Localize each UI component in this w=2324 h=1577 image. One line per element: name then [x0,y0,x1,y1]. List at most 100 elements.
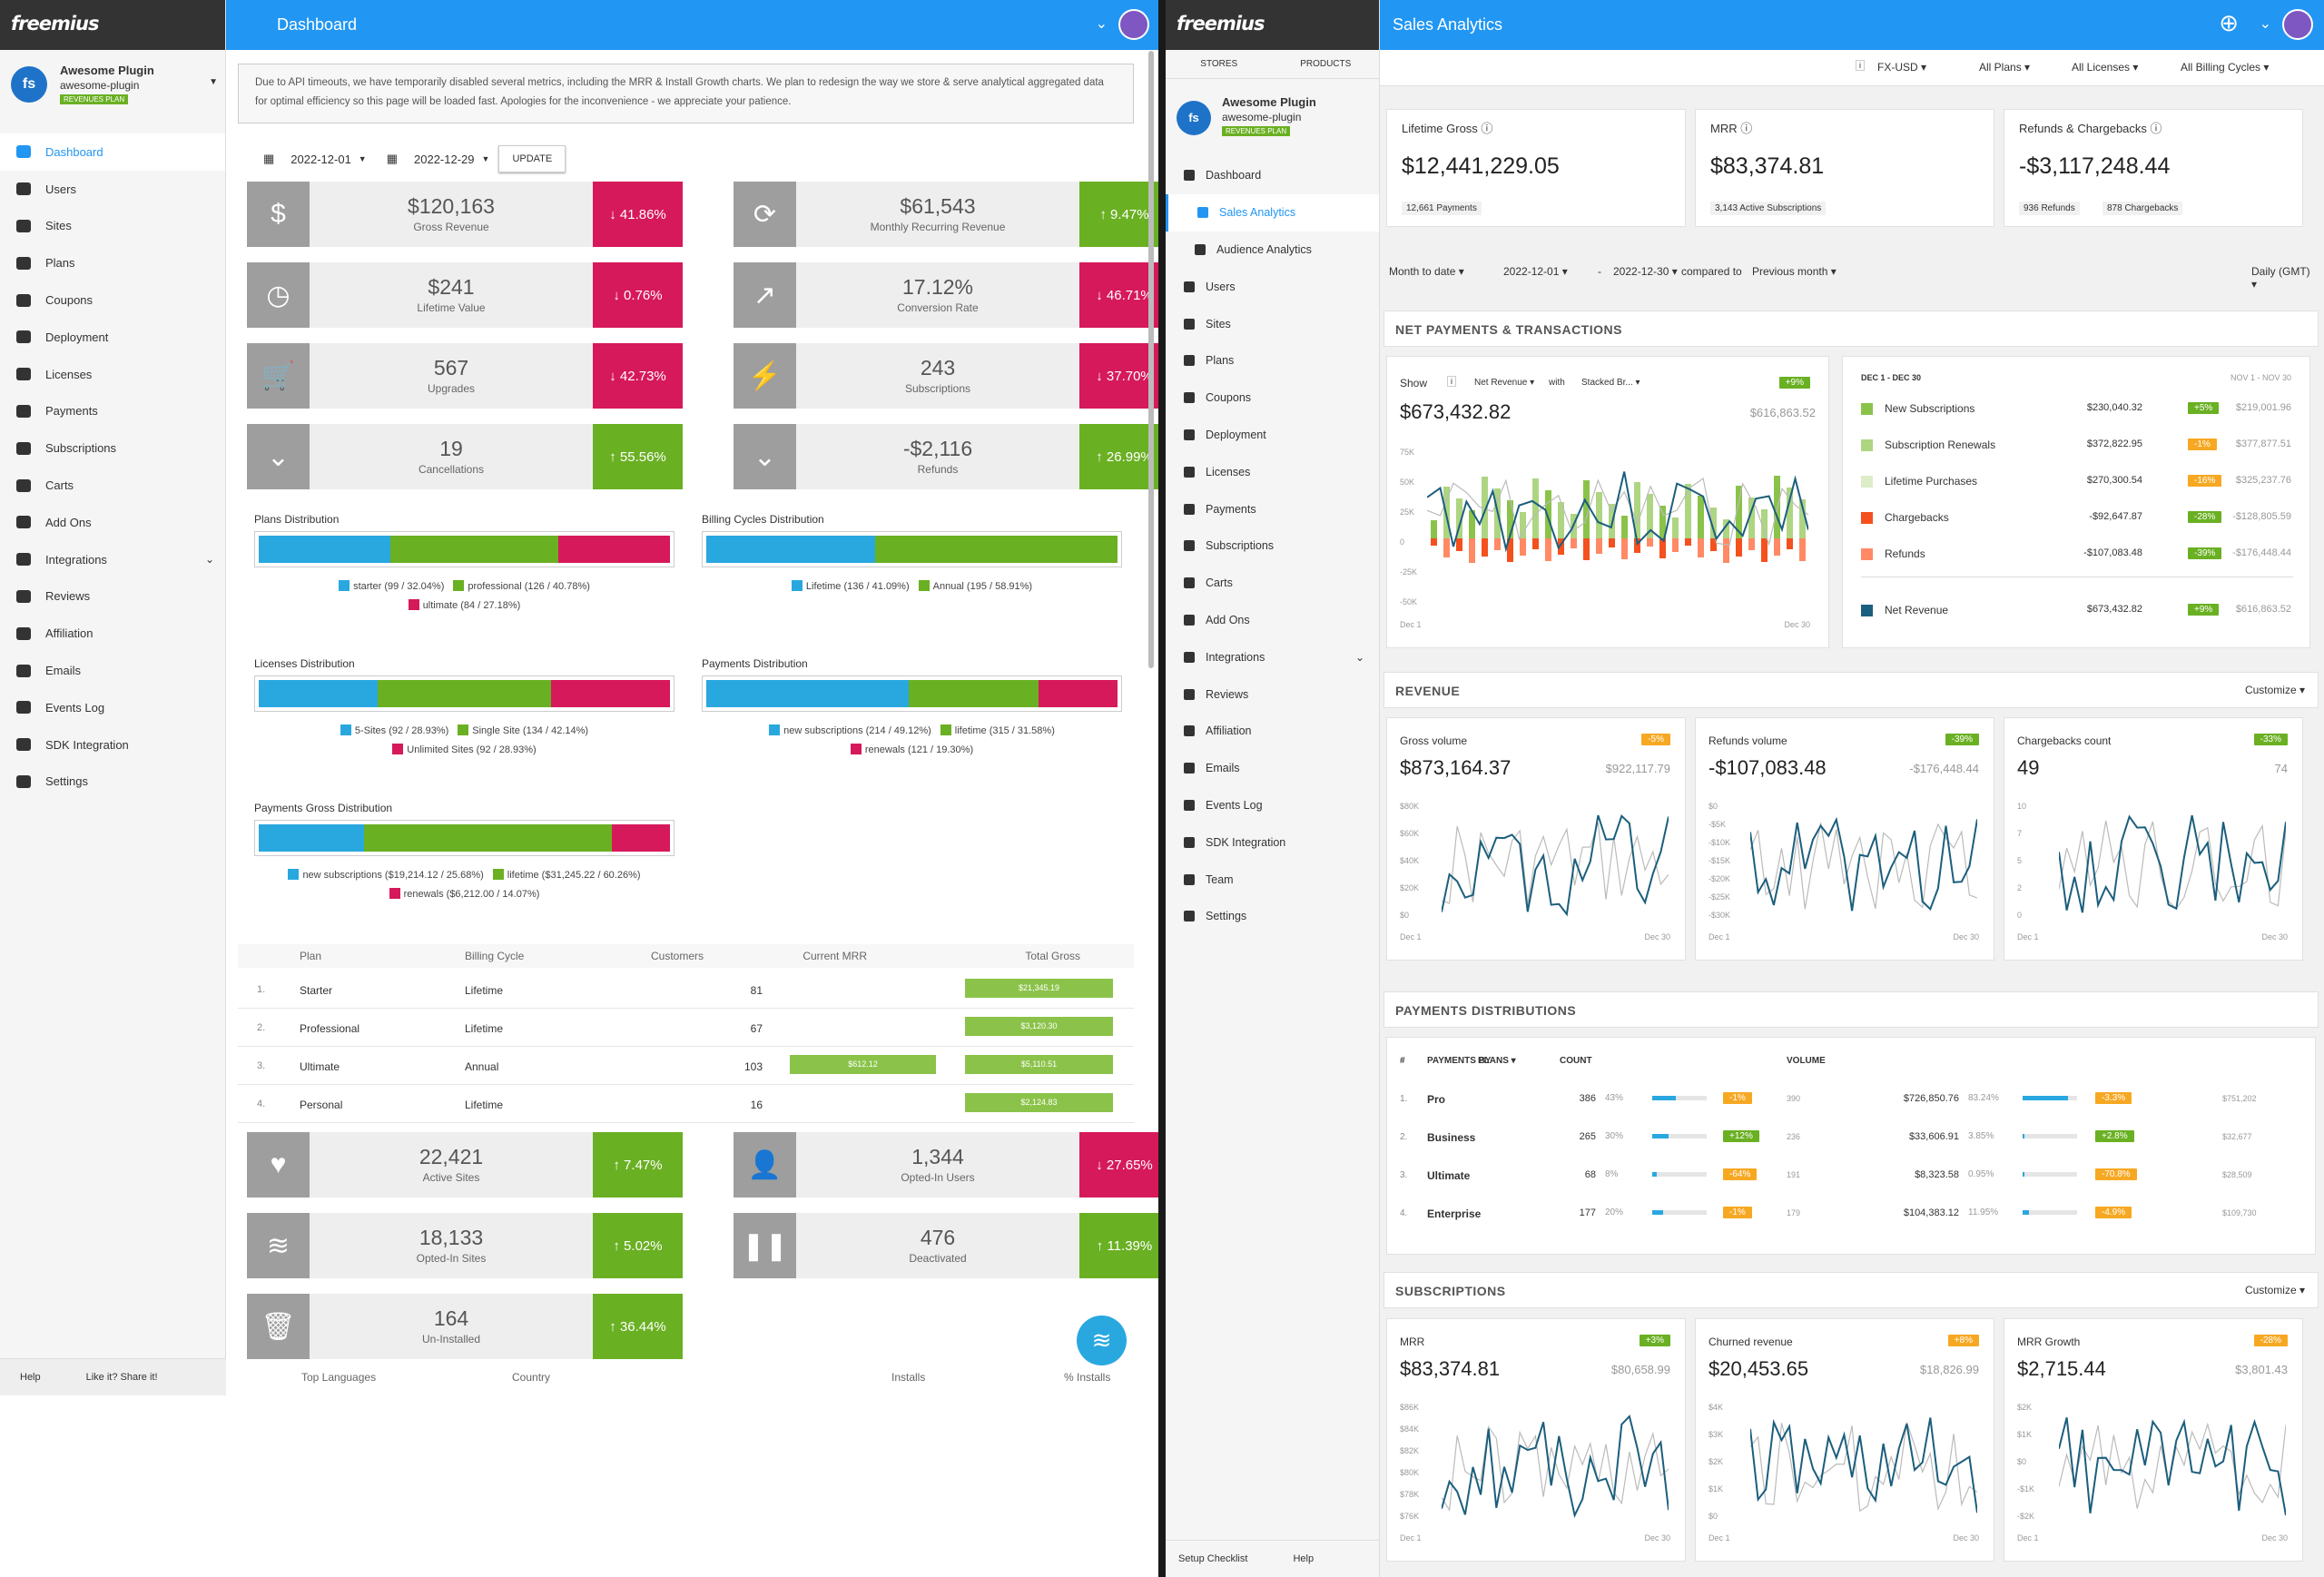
share-link[interactable]: Like it? Share it! [85,1372,158,1383]
column-header[interactable]: Country [512,1371,551,1384]
sidebar-item-payments[interactable]: Payments [0,393,225,430]
filter-fx-usd[interactable]: FX-USD ▾ [1877,61,1927,74]
sidebar-item-coupons[interactable]: Coupons [1166,379,1379,417]
sidebar-item-carts[interactable]: Carts [1166,565,1379,602]
customize-dropdown[interactable]: Customize ▾ [2244,684,2305,696]
range-dropdown[interactable]: Month to date ▾ [1389,265,1464,278]
products-dropdown[interactable]: PRODUCTS [1300,59,1352,69]
sidebar-item-add-ons[interactable]: Add Ons [0,504,225,541]
sidebar-item-carts[interactable]: Carts [0,467,225,504]
column-header[interactable]: Billing Cycle [465,950,525,962]
info-icon[interactable]: i [1447,376,1456,387]
filter-all-plans[interactable]: All Plans ▾ [1979,61,2031,74]
range-dropdown[interactable]: 2022-12-01 ▾ [1503,265,1568,278]
sidebar-item-audience-analytics[interactable]: Audience Analytics [1166,232,1379,269]
chevron-down-icon[interactable]: ⌄ [1354,650,1364,664]
x-tick-label: Dec 30 [2261,1533,2288,1543]
sidebar-item-coupons[interactable]: Coupons [0,281,225,319]
sidebar-item-emails[interactable]: Emails [0,652,225,689]
column-header[interactable]: Customers [650,950,704,962]
filter-all-billing-cycles[interactable]: All Billing Cycles ▾ [2181,61,2270,74]
column-header[interactable]: Plan [300,950,322,962]
update-button[interactable]: UPDATE [498,145,566,172]
sidebar-footer: Help Like it? Share it! [0,1358,226,1395]
sidebar-item-payments[interactable]: Payments [1166,490,1379,527]
chevron-down-icon[interactable]: ⌄ [204,553,214,567]
column-header[interactable]: PLANS ▾ [1478,1056,1516,1066]
kpi-label: Conversion Rate [897,301,979,314]
sidebar-item-sdk-integration[interactable]: SDK Integration [0,726,225,764]
sidebar-item-deployment[interactable]: Deployment [0,319,225,356]
sidebar-item-team[interactable]: Team [1166,861,1379,898]
series-line [2059,1417,2286,1516]
sidebar-item-reviews[interactable]: Reviews [1166,675,1379,713]
stores-dropdown[interactable]: STORES [1200,59,1238,69]
sidebar-item-licenses[interactable]: Licenses [0,356,225,393]
sidebar-item-affiliation[interactable]: Affiliation [1166,713,1379,750]
sidebar-item-settings[interactable]: Settings [0,764,225,801]
range-dropdown[interactable]: Previous month ▾ [1752,265,1837,278]
x-tick-label: Dec 30 [1784,620,1810,629]
sidebar-item-users[interactable]: Users [1166,268,1379,305]
sidebar-item-integrations[interactable]: Integrations ⌄ [0,541,225,578]
wifi-fab-button[interactable]: ≋ [1077,1316,1127,1365]
column-header[interactable]: Current MRR [803,950,867,962]
change-chip: -4.9% [2095,1207,2132,1218]
avatar[interactable] [1118,9,1149,40]
chevron-down-icon[interactable]: ⌄ [1095,16,1108,32]
column-header[interactable]: Top Languages [301,1371,377,1384]
sidebar-item-settings[interactable]: Settings [1166,898,1379,935]
page-title: Dashboard [277,15,358,34]
sidebar-item-sdk-integration[interactable]: SDK Integration [1166,823,1379,861]
sidebar-item-plans[interactable]: Plans [1166,342,1379,379]
sidebar-item-sites[interactable]: Sites [1166,305,1379,342]
sidebar-item-sites[interactable]: Sites [0,208,225,245]
sidebar-item-reviews[interactable]: Reviews [0,578,225,616]
date-from[interactable]: 2022-12-01 [290,152,351,166]
sidebar-item-dashboard[interactable]: Dashboard [1166,157,1379,194]
legend-prev-value: $616,863.52 [2235,604,2291,615]
column-header[interactable]: % Installs [1064,1371,1111,1384]
setup-checklist-link[interactable]: Setup Checklist [1178,1553,1248,1564]
sidebar-item-subscriptions[interactable]: Subscriptions [1166,527,1379,565]
range-dropdown[interactable]: Daily (GMT) ▾ [2251,265,2310,291]
sidebar-item-subscriptions[interactable]: Subscriptions [0,429,225,467]
legend-swatch [492,869,504,880]
scrollbar[interactable] [1148,51,1154,668]
filter-all-licenses[interactable]: All Licenses ▾ [2072,61,2139,74]
y-tick-label: -$15K [1709,856,1731,865]
legend-swatch [288,869,300,880]
column-header[interactable]: Total Gross [1025,950,1080,962]
chevron-down-icon[interactable]: ⌄ [2259,16,2271,32]
plugin-selector[interactable]: fs Awesome Plugin awesome-plugin REVENUE… [1166,79,1379,157]
sidebar-item-licenses[interactable]: Licenses [1166,453,1379,490]
net-payments-legend: DEC 1 - DEC 30 NOV 1 - NOV 30 New Subscrip… [1842,356,2310,648]
sidebar-item-events-log[interactable]: Events Log [1166,787,1379,824]
column-header[interactable]: Installs [891,1371,926,1384]
sidebar-item-add-ons[interactable]: Add Ons [1166,602,1379,639]
sidebar-item-events-log[interactable]: Events Log [0,689,225,726]
info-icon[interactable]: i [1856,60,1865,71]
add-icon[interactable]: ⊕ [2219,9,2239,36]
customize-dropdown[interactable]: Customize ▾ [2244,1284,2305,1296]
count-bar-fill [1652,1172,1657,1177]
sidebar-item-integrations[interactable]: Integrations ⌄ [1166,638,1379,675]
sidebar-item-sales-analytics[interactable]: Sales Analytics [1166,193,1379,232]
mode-dropdown[interactable]: Stacked Br... ▾ [1581,378,1640,388]
date-to[interactable]: 2022-12-29 [414,152,475,166]
negative-bar [1545,538,1551,561]
sidebar-item-dashboard[interactable]: Dashboard [0,133,225,171]
sidebar-item-affiliation[interactable]: Affiliation [0,615,225,652]
sidebar-item-emails[interactable]: Emails [1166,750,1379,787]
distribution-title: Licenses Distribution [254,657,355,670]
sidebar-item-plans[interactable]: Plans [0,244,225,281]
metric-dropdown[interactable]: Net Revenue ▾ [1474,378,1535,388]
sidebar-item-deployment[interactable]: Deployment [1166,417,1379,454]
plugin-selector[interactable]: fs Awesome Plugin awesome-plugin REVENUE… [0,50,225,118]
avatar[interactable] [2282,9,2313,40]
help-link[interactable]: Help [20,1372,41,1383]
help-link[interactable]: Help [1293,1553,1315,1564]
sidebar-item-users[interactable]: Users [0,171,225,208]
plugin-avatar: fs [11,66,47,103]
range-dropdown[interactable]: 2022-12-30 ▾ [1613,265,1678,278]
